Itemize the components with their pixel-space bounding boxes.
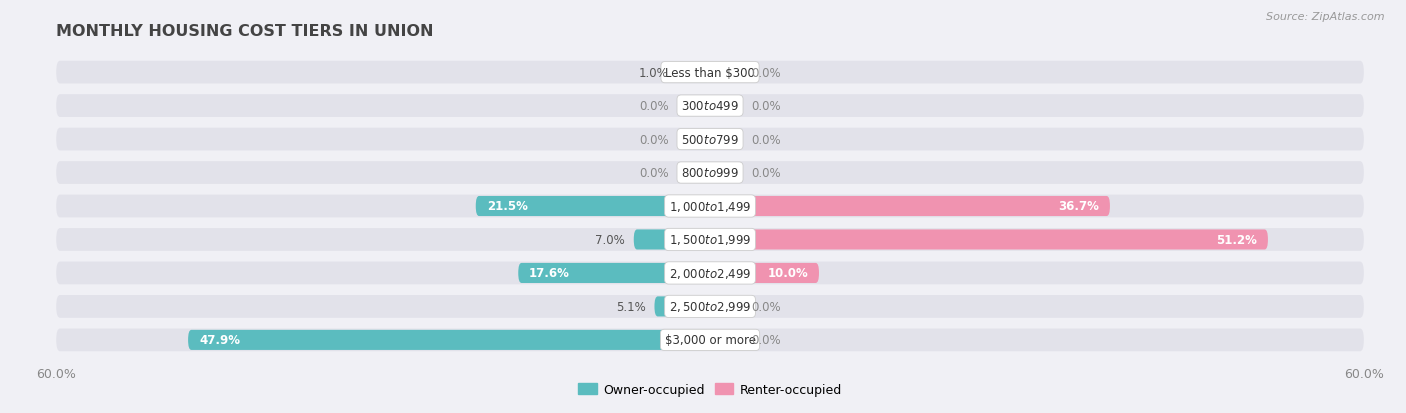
- FancyBboxPatch shape: [710, 297, 742, 317]
- FancyBboxPatch shape: [56, 195, 1364, 218]
- Text: 0.0%: 0.0%: [751, 66, 782, 79]
- Legend: Owner-occupied, Renter-occupied: Owner-occupied, Renter-occupied: [574, 378, 846, 401]
- Text: Source: ZipAtlas.com: Source: ZipAtlas.com: [1267, 12, 1385, 22]
- FancyBboxPatch shape: [710, 330, 742, 350]
- Text: 5.1%: 5.1%: [616, 300, 645, 313]
- FancyBboxPatch shape: [475, 197, 710, 216]
- FancyBboxPatch shape: [678, 63, 710, 83]
- FancyBboxPatch shape: [56, 262, 1364, 285]
- FancyBboxPatch shape: [678, 96, 710, 116]
- Text: 0.0%: 0.0%: [638, 166, 669, 180]
- FancyBboxPatch shape: [710, 163, 742, 183]
- Text: 0.0%: 0.0%: [751, 100, 782, 113]
- FancyBboxPatch shape: [678, 130, 710, 150]
- FancyBboxPatch shape: [519, 263, 710, 283]
- Text: 51.2%: 51.2%: [1216, 233, 1257, 247]
- FancyBboxPatch shape: [56, 62, 1364, 84]
- Text: 0.0%: 0.0%: [751, 166, 782, 180]
- Text: 47.9%: 47.9%: [200, 334, 240, 347]
- FancyBboxPatch shape: [710, 197, 1109, 216]
- Text: 10.0%: 10.0%: [768, 267, 808, 280]
- Text: 21.5%: 21.5%: [486, 200, 527, 213]
- FancyBboxPatch shape: [56, 295, 1364, 318]
- Text: 17.6%: 17.6%: [529, 267, 569, 280]
- Text: $2,000 to $2,499: $2,000 to $2,499: [669, 266, 751, 280]
- FancyBboxPatch shape: [56, 162, 1364, 185]
- Text: $2,500 to $2,999: $2,500 to $2,999: [669, 300, 751, 313]
- Text: Less than $300: Less than $300: [665, 66, 755, 79]
- Text: $500 to $799: $500 to $799: [681, 133, 740, 146]
- Text: 0.0%: 0.0%: [751, 133, 782, 146]
- Text: 36.7%: 36.7%: [1059, 200, 1099, 213]
- Text: 7.0%: 7.0%: [595, 233, 626, 247]
- Text: 0.0%: 0.0%: [751, 300, 782, 313]
- Text: MONTHLY HOUSING COST TIERS IN UNION: MONTHLY HOUSING COST TIERS IN UNION: [56, 24, 433, 39]
- FancyBboxPatch shape: [654, 297, 710, 317]
- FancyBboxPatch shape: [710, 96, 742, 116]
- Text: $3,000 or more: $3,000 or more: [665, 334, 755, 347]
- Text: $800 to $999: $800 to $999: [681, 166, 740, 180]
- FancyBboxPatch shape: [56, 95, 1364, 118]
- FancyBboxPatch shape: [710, 263, 818, 283]
- FancyBboxPatch shape: [710, 63, 742, 83]
- Text: $1,500 to $1,999: $1,500 to $1,999: [669, 233, 751, 247]
- Text: 1.0%: 1.0%: [638, 66, 669, 79]
- Text: $1,000 to $1,499: $1,000 to $1,499: [669, 199, 751, 214]
- FancyBboxPatch shape: [56, 329, 1364, 351]
- FancyBboxPatch shape: [710, 230, 1268, 250]
- Text: 0.0%: 0.0%: [638, 100, 669, 113]
- Text: 0.0%: 0.0%: [751, 334, 782, 347]
- FancyBboxPatch shape: [56, 228, 1364, 251]
- Text: 0.0%: 0.0%: [638, 133, 669, 146]
- FancyBboxPatch shape: [634, 230, 710, 250]
- FancyBboxPatch shape: [188, 330, 710, 350]
- FancyBboxPatch shape: [678, 163, 710, 183]
- FancyBboxPatch shape: [56, 128, 1364, 151]
- Text: $300 to $499: $300 to $499: [681, 100, 740, 113]
- FancyBboxPatch shape: [710, 130, 742, 150]
